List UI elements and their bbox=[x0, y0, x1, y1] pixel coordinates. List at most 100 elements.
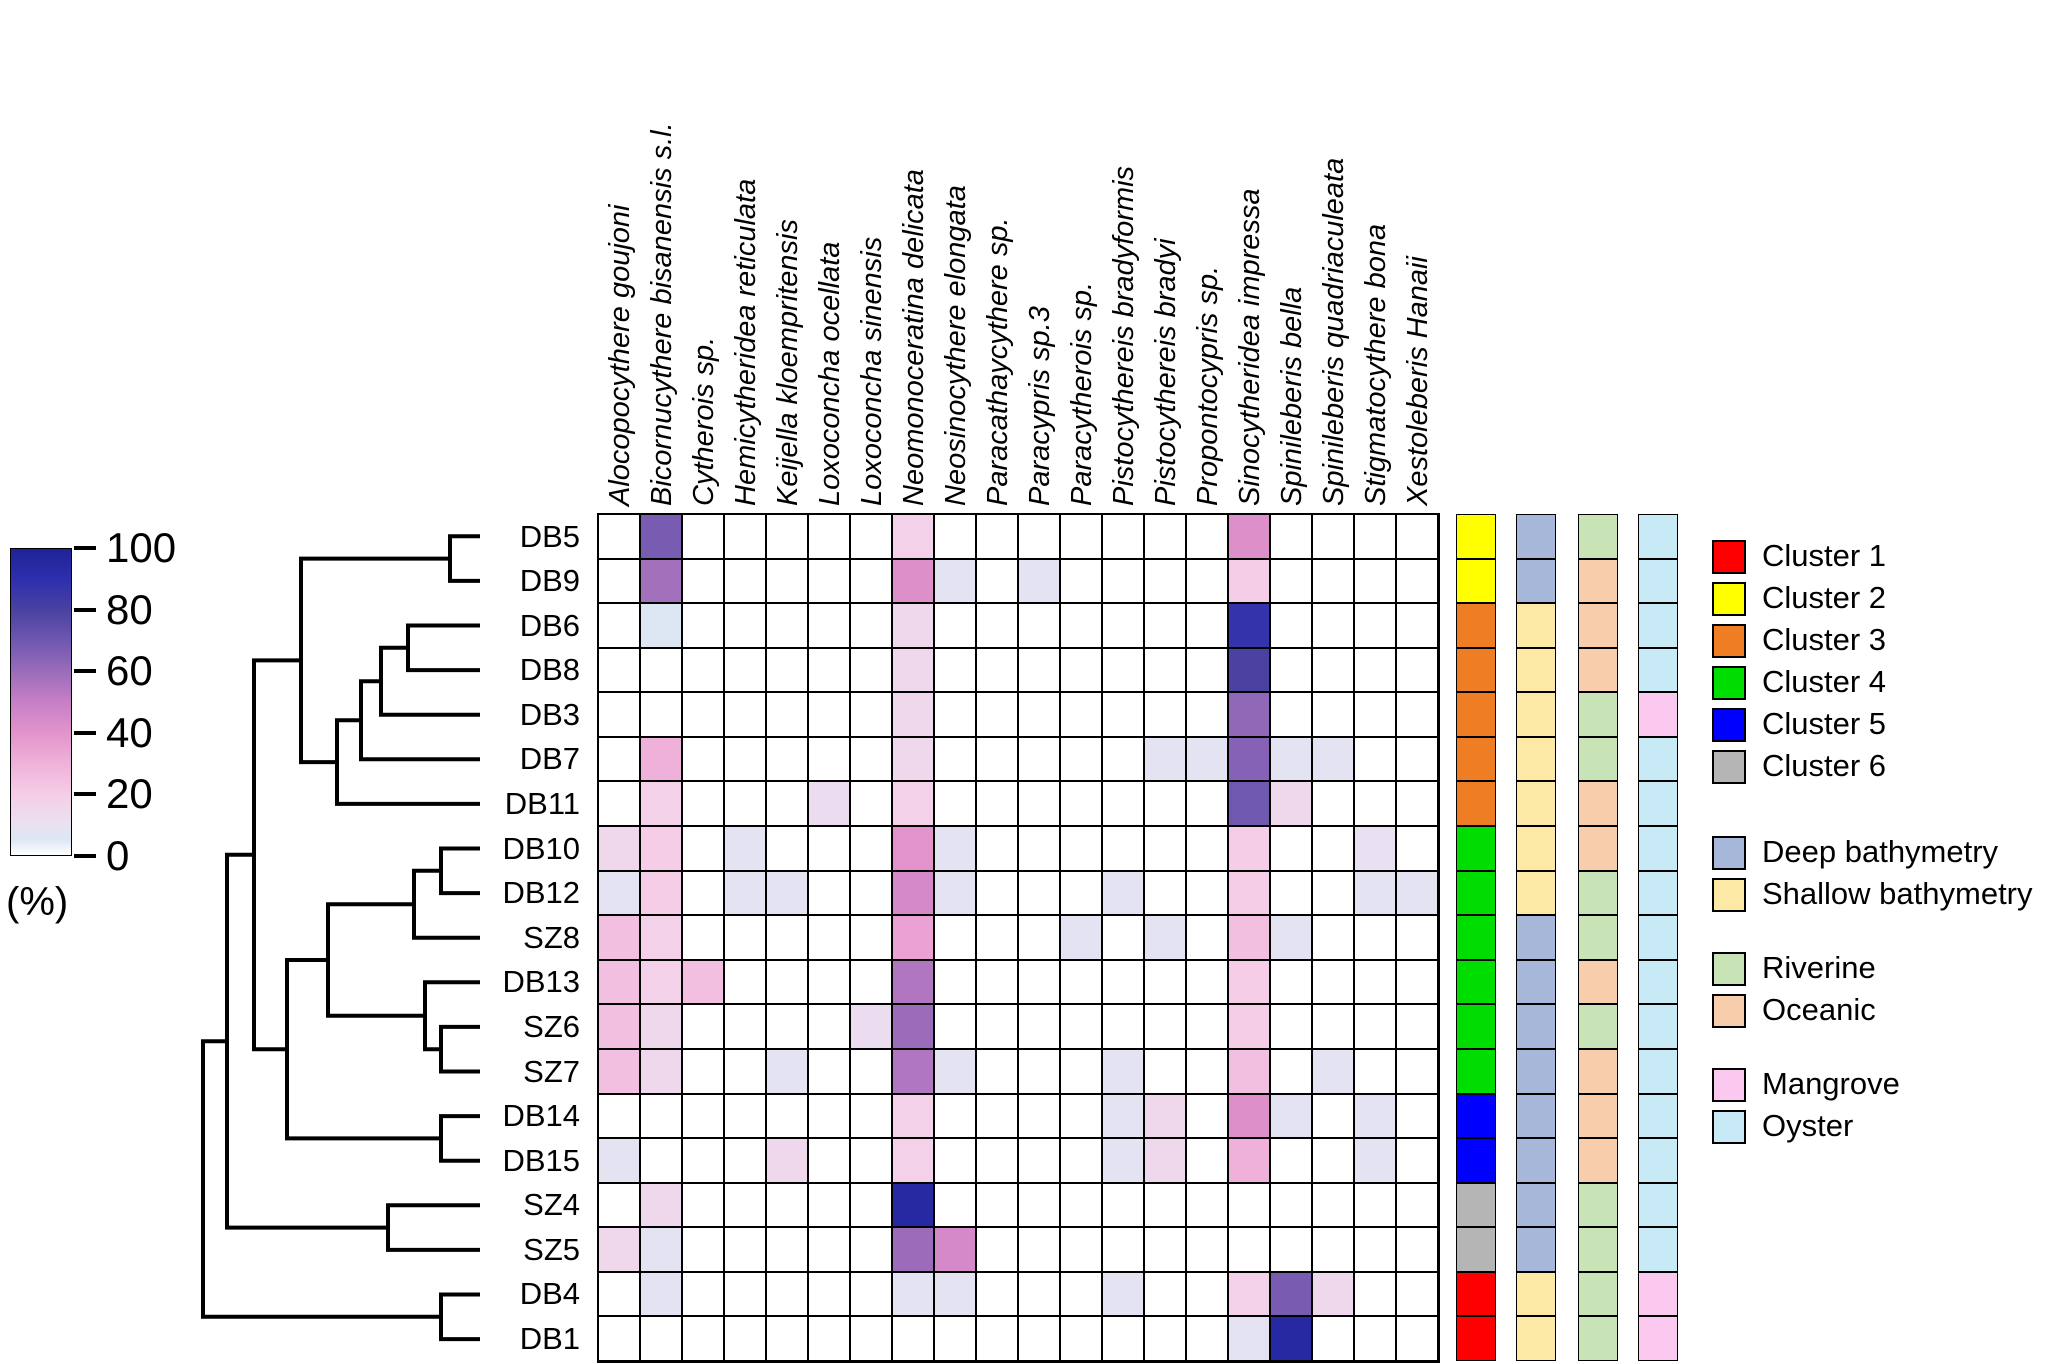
heatmap-cell bbox=[682, 1272, 724, 1316]
heatmap-cell bbox=[766, 1004, 808, 1049]
heatmap-cell bbox=[1102, 826, 1144, 871]
heatmap-cell bbox=[1228, 826, 1270, 871]
heatmap-cell bbox=[1102, 1138, 1144, 1183]
strip-bathymetry-cell bbox=[1516, 648, 1556, 692]
heatmap-cell bbox=[1144, 737, 1186, 781]
heatmap-cell bbox=[1270, 826, 1312, 871]
heatmap-cell bbox=[1186, 603, 1228, 648]
heatmap-cell bbox=[1354, 1183, 1396, 1227]
heatmap-cell bbox=[850, 826, 892, 871]
heatmap-cell bbox=[1270, 559, 1312, 603]
heatmap-cell bbox=[808, 1049, 850, 1094]
column-label: Pistocythereis bradyi bbox=[1150, 238, 1182, 506]
strip-river-ocean-cell bbox=[1578, 915, 1618, 960]
heatmap-cell bbox=[1228, 1272, 1270, 1316]
heatmap-cell bbox=[1228, 737, 1270, 781]
heatmap-cell bbox=[1018, 915, 1060, 960]
heatmap-cell bbox=[1018, 1227, 1060, 1272]
column-label: Spinileberis quadriaculeata bbox=[1318, 157, 1350, 506]
heatmap-cell bbox=[976, 1316, 1018, 1361]
heatmap-cell bbox=[1228, 1227, 1270, 1272]
heatmap-cell bbox=[1186, 871, 1228, 915]
heatmap-cell bbox=[724, 1272, 766, 1316]
strip-habitat-cell bbox=[1638, 648, 1678, 692]
heatmap-cell bbox=[1186, 1316, 1228, 1361]
heatmap-cell bbox=[892, 559, 934, 603]
heatmap-cell bbox=[640, 737, 682, 781]
strip-bathymetry-cell bbox=[1516, 781, 1556, 826]
heatmap-cell bbox=[1312, 514, 1354, 559]
legend-swatch-oyster bbox=[1712, 1110, 1746, 1144]
heatmap-cell bbox=[1144, 514, 1186, 559]
column-label: Hemicytheridea reticulata bbox=[730, 178, 762, 506]
heatmap-cell bbox=[850, 915, 892, 960]
heatmap-cell bbox=[682, 1094, 724, 1138]
heatmap-cell bbox=[976, 603, 1018, 648]
legend-swatch-oceanic bbox=[1712, 994, 1746, 1028]
legend-swatch-deep bbox=[1712, 836, 1746, 870]
strip-cluster-cell bbox=[1456, 692, 1496, 737]
heatmap-cell bbox=[808, 1272, 850, 1316]
heatmap-cell bbox=[724, 514, 766, 559]
heatmap-cell bbox=[640, 1094, 682, 1138]
heatmap-cell bbox=[1228, 871, 1270, 915]
heatmap-cell bbox=[766, 692, 808, 737]
heatmap-cell bbox=[682, 737, 724, 781]
row-label: DB13 bbox=[502, 964, 580, 999]
column-label: Xestoleberis Hanaii bbox=[1402, 256, 1434, 506]
heatmap-cell bbox=[850, 1094, 892, 1138]
heatmap-cell bbox=[724, 1316, 766, 1361]
heatmap-cell bbox=[1396, 1183, 1438, 1227]
heatmap-cell bbox=[1312, 1049, 1354, 1094]
strip-habitat-cell bbox=[1638, 1272, 1678, 1316]
row-label: SZ5 bbox=[523, 1231, 580, 1267]
heatmap-cell bbox=[1270, 960, 1312, 1004]
heatmap-cell bbox=[892, 1227, 934, 1272]
heatmap-cell bbox=[1186, 648, 1228, 692]
heatmap-cell bbox=[1060, 1227, 1102, 1272]
heatmap-cell bbox=[1354, 737, 1396, 781]
heatmap-cell bbox=[1396, 915, 1438, 960]
heatmap-cell bbox=[1270, 871, 1312, 915]
heatmap-cell bbox=[1018, 737, 1060, 781]
heatmap-cell bbox=[1354, 559, 1396, 603]
heatmap-cell bbox=[766, 1138, 808, 1183]
heatmap-cell bbox=[892, 514, 934, 559]
strip-habitat-cell bbox=[1638, 781, 1678, 826]
heatmap-cell bbox=[1354, 1049, 1396, 1094]
heatmap-cell bbox=[1270, 1316, 1312, 1361]
heatmap-cell bbox=[1060, 915, 1102, 960]
legend-swatch-cluster3 bbox=[1712, 624, 1746, 658]
heatmap-cell bbox=[598, 1183, 640, 1227]
strip-habitat-cell bbox=[1638, 1316, 1678, 1361]
strip-bathymetry-cell bbox=[1516, 1316, 1556, 1361]
heatmap-cell bbox=[766, 648, 808, 692]
heatmap-cell bbox=[1144, 648, 1186, 692]
heatmap-cell bbox=[766, 781, 808, 826]
strip-bathymetry-cell bbox=[1516, 1004, 1556, 1049]
heatmap-cell bbox=[1144, 960, 1186, 1004]
heatmap-cell bbox=[976, 559, 1018, 603]
strip-river-ocean-cell bbox=[1578, 1227, 1618, 1272]
heatmap-cell bbox=[808, 826, 850, 871]
strip-habitat-cell bbox=[1638, 603, 1678, 648]
row-label: DB12 bbox=[502, 875, 580, 910]
heatmap-cell bbox=[1270, 1049, 1312, 1094]
legend-label-cluster4: Cluster 4 bbox=[1762, 664, 1887, 699]
heatmap-cell bbox=[1102, 1094, 1144, 1138]
heatmap-cell bbox=[1270, 915, 1312, 960]
heatmap-cell bbox=[682, 1049, 724, 1094]
row-label: DB5 bbox=[519, 518, 580, 554]
strip-cluster-cell bbox=[1456, 648, 1496, 692]
legend-label-cluster1: Cluster 1 bbox=[1762, 538, 1887, 573]
heatmap-cell bbox=[724, 1183, 766, 1227]
colorbar-tick-label: 100 bbox=[106, 524, 177, 571]
heatmap-cell bbox=[1354, 1272, 1396, 1316]
strip-river-ocean-cell bbox=[1578, 871, 1618, 915]
heatmap-cell bbox=[934, 559, 976, 603]
heatmap-cell bbox=[1102, 692, 1144, 737]
strip-river-ocean-cell bbox=[1578, 1183, 1618, 1227]
heatmap-cell bbox=[1018, 1316, 1060, 1361]
column-label: Paracypris sp.3 bbox=[1024, 306, 1056, 506]
